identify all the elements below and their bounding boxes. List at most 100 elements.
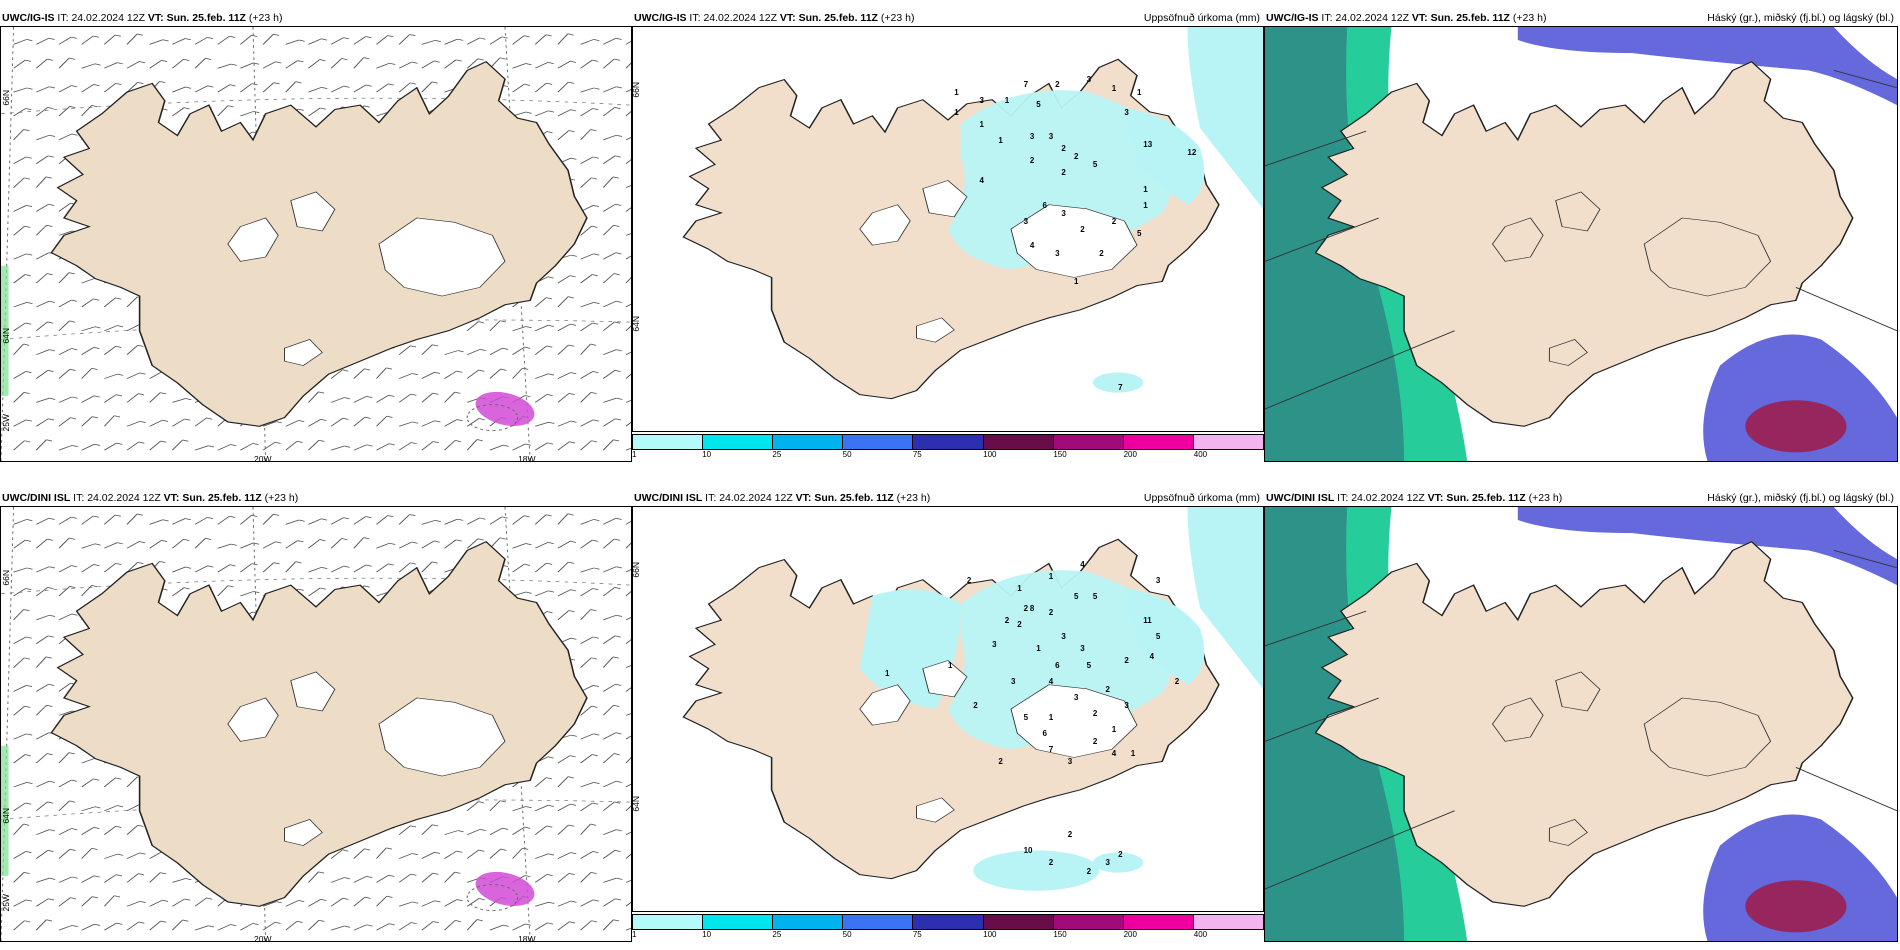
panel-header: UWC/IG-IS IT: 24.02.2024 12Z VT: Sun. 25…: [1266, 12, 1547, 24]
precip-value-label: 7: [1023, 79, 1029, 89]
precip-value-label: 2: [1029, 156, 1035, 166]
precip-labels: 4 2 1 1 2 8 5 5 2 3 3 1 2 3 2 6 4 2 2 1 1 6 3 11 5 4 2 1 3 5 2 7 3 2 4 3 1 2 1…: [633, 507, 1263, 911]
precip-value-label: 2: [1124, 656, 1129, 666]
precip-value-label: 2: [1092, 709, 1098, 718]
wind-panel: UWC/IG-IS IT: 24.02.2024 12Z VT: Sun. 25…: [0, 10, 632, 464]
precip-value-label: 5: [1155, 632, 1161, 642]
glacier-0: [227, 217, 279, 262]
precip-value-label: 6: [1055, 660, 1060, 670]
wind-map-svg: [1, 27, 631, 461]
legend-swatch: [703, 915, 774, 929]
wind-map[interactable]: [0, 506, 632, 942]
glacier-3: [1548, 819, 1588, 846]
cloud-map-svg: [1265, 507, 1897, 941]
legend-label: 400: [1193, 930, 1208, 939]
precip-value-label: 6: [1042, 200, 1047, 210]
glacier-3: [916, 317, 955, 343]
precip-area-east: [1124, 587, 1205, 685]
precip-value-label: 1: [1111, 725, 1117, 735]
precip-value-label: 3: [1105, 858, 1110, 868]
legend-swatch: [1123, 915, 1194, 929]
precip-value-label: 2: [1004, 616, 1010, 626]
legend-label: 400: [1193, 450, 1208, 459]
precip-value-label: 3: [1048, 132, 1054, 142]
legend-label: 200: [1123, 930, 1137, 939]
precip-value-label: 2: [1111, 216, 1117, 226]
lon-label-25w: 25W: [1, 894, 11, 912]
precip-value-label: 4: [1080, 559, 1085, 569]
legend-label: 10: [702, 450, 712, 459]
legend-label: 200: [1123, 450, 1137, 459]
cloud-map[interactable]: [1264, 506, 1898, 942]
precip-panel: UWC/IG-IS IT: 24.02.2024 12Z VT: Sun. 25…: [631, 10, 1264, 462]
precip-value-label: 5: [1036, 99, 1041, 109]
precip-value-label: 3: [1061, 632, 1066, 642]
cloud-panel: UWC/DINI ISL IT: 24.02.2024 12Z VT: Sun.…: [1264, 490, 1898, 942]
precip-value-label: 1: [885, 668, 890, 678]
precip-value-label: 3: [1086, 75, 1092, 85]
precip-value-label: 1: [954, 107, 959, 117]
precip-value-label: 2: [1067, 830, 1073, 840]
precip-value-label: 2: [1017, 620, 1022, 630]
wind-map[interactable]: [0, 26, 632, 462]
legend-swatch: [913, 435, 984, 449]
precip-legend: [632, 434, 1264, 450]
precip-value-label: 3: [1011, 676, 1016, 686]
precip-value-label: 3: [1023, 216, 1029, 226]
precip-area-south: [1092, 372, 1144, 393]
iceland-land: [50, 540, 588, 907]
lon-label-18w: 18W: [518, 454, 536, 464]
precip-area-south2: [973, 850, 1100, 891]
precip-value-label: 2: [998, 757, 1003, 767]
legend-label: 25: [772, 930, 782, 939]
green-edge: [1, 745, 9, 876]
panel-header: UWC/DINI ISL IT: 24.02.2024 12Z VT: Sun.…: [2, 492, 299, 504]
lat-label-66n: 66N: [1, 570, 11, 586]
precip-value-label: 3: [1124, 107, 1129, 117]
cloud-red-core: [1745, 880, 1847, 933]
glacier-1: [1555, 671, 1601, 712]
precip-value-label: 1: [1036, 644, 1041, 654]
glacier-0: [1491, 697, 1544, 742]
legend-swatch: [1193, 435, 1263, 449]
panel-header: UWC/IG-IS IT: 24.02.2024 12Z VT: Sun. 25…: [2, 12, 283, 24]
cloud-map-svg: [1265, 27, 1897, 461]
glacier-2: [1010, 684, 1138, 758]
precip-value-label: 11: [1143, 616, 1152, 626]
precip-value-label: 6: [1042, 729, 1047, 739]
legend-swatch: [983, 915, 1054, 929]
legend-swatch: [703, 435, 774, 449]
cloud-map[interactable]: [1264, 26, 1898, 462]
precip-panel: UWC/DINI ISL IT: 24.02.2024 12Z VT: Sun.…: [631, 490, 1264, 942]
precip-title: Uppsöfnuð úrkoma (mm): [1143, 492, 1260, 504]
precip-legend-labels: 1 10 25 50 75 100 150 200 400: [632, 450, 1264, 460]
precip-value-label: 7: [1118, 382, 1123, 392]
panel-header: UWC/DINI ISL IT: 24.02.2024 12Z VT: Sun.…: [1266, 492, 1563, 504]
high-cloud-north: [1517, 27, 1897, 106]
precip-value-label: 1: [1017, 583, 1022, 593]
precip-value-label: 1: [1074, 277, 1079, 287]
glacier-3: [1548, 339, 1588, 366]
legend-label: 100: [983, 450, 997, 459]
precip-labels: 1 1 3 7 2 1 1 1 5 3 3 3 1 3 2 2 2 2 5 13 12 4 6 3 2 2 1 1 3 2 4 3 5 7 1 1: [633, 27, 1263, 431]
glacier-1: [1555, 191, 1601, 232]
legend-swatch: [773, 915, 844, 929]
precip-value-label: 5: [1137, 229, 1142, 238]
glacier-3: [916, 797, 955, 823]
legend-label: 1: [632, 450, 637, 459]
wind-map-svg: [1, 507, 631, 941]
precip-map[interactable]: 4 2 1 1 2 8 5 5 2 3 3 1 2 3 2 6 4 2 2 1 1 6 3 11 5 4 2 1 3 5 2 7 3 2 4 3 1 2 1…: [632, 506, 1264, 912]
panel-header: UWC/DINI ISL IT: 24.02.2024 12Z VT: Sun.…: [634, 492, 931, 504]
precip-value-label: 2: [1048, 858, 1054, 868]
precip-map-svg: [682, 27, 1263, 400]
legend-swatch: [773, 435, 844, 449]
precip-value-label: 2: [1092, 737, 1098, 747]
precip-value-label: 4: [1029, 241, 1035, 251]
precip-map[interactable]: 1 1 3 7 2 1 1 1 5 3 3 3 1 3 2 2 2 2 5 13 12 4 6 3 2 2 1 1 3 2 4 3 5 7 1 1: [632, 26, 1264, 432]
precip-legend: [632, 914, 1264, 930]
precip-value-label: 2: [1023, 603, 1029, 613]
legend-swatch: [913, 915, 984, 929]
legend-label: 50: [842, 930, 852, 939]
precip-value-label: 2: [973, 700, 978, 710]
precip-sea-band: [1187, 27, 1263, 209]
